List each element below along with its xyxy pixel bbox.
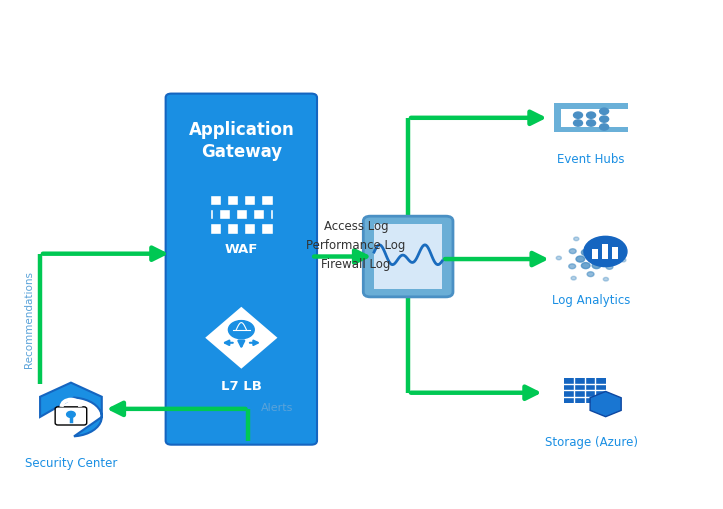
Bar	[612, 248, 618, 259]
Bar	[244, 224, 255, 234]
Bar	[564, 378, 606, 403]
FancyBboxPatch shape	[166, 94, 317, 445]
Circle shape	[569, 264, 576, 269]
Circle shape	[556, 257, 562, 260]
Circle shape	[581, 250, 590, 256]
Circle shape	[587, 272, 594, 277]
Text: Application
Gateway: Application Gateway	[189, 121, 294, 160]
Bar	[261, 224, 273, 234]
Bar	[554, 128, 628, 133]
Bar	[210, 210, 213, 220]
Circle shape	[228, 321, 254, 339]
Bar	[244, 195, 255, 206]
Circle shape	[606, 239, 611, 242]
Text: WAF: WAF	[225, 242, 258, 256]
Circle shape	[67, 412, 75, 417]
Circle shape	[569, 249, 576, 254]
Circle shape	[573, 113, 583, 119]
Bar	[261, 195, 273, 206]
Circle shape	[606, 265, 613, 270]
Bar	[554, 104, 561, 128]
Bar	[210, 195, 221, 206]
Circle shape	[592, 250, 601, 256]
Circle shape	[599, 109, 609, 115]
Circle shape	[603, 278, 609, 281]
Circle shape	[584, 237, 627, 267]
Circle shape	[581, 263, 590, 269]
Text: Security Center: Security Center	[25, 456, 117, 469]
Circle shape	[586, 121, 596, 127]
Bar	[210, 224, 221, 234]
Circle shape	[586, 113, 596, 119]
Circle shape	[621, 259, 626, 263]
Bar	[227, 195, 239, 206]
Text: Access Log
Performance Log
Firewall Log: Access Log Performance Log Firewall Log	[307, 219, 406, 270]
Bar	[236, 210, 247, 220]
Polygon shape	[40, 383, 102, 437]
FancyBboxPatch shape	[55, 407, 87, 425]
Circle shape	[599, 125, 609, 131]
Polygon shape	[203, 305, 280, 371]
Polygon shape	[590, 392, 621, 417]
Bar	[374, 224, 442, 290]
Bar	[227, 224, 239, 234]
Bar	[253, 210, 264, 220]
Circle shape	[573, 121, 583, 127]
Text: Event Hubs: Event Hubs	[557, 153, 625, 166]
Text: Storage (Azure): Storage (Azure)	[544, 435, 638, 448]
Bar	[592, 250, 598, 259]
Text: Recommendations: Recommendations	[25, 271, 34, 367]
Bar	[218, 210, 230, 220]
Circle shape	[597, 257, 606, 263]
Bar	[554, 104, 628, 109]
Circle shape	[599, 117, 609, 123]
Circle shape	[607, 250, 613, 254]
Circle shape	[588, 242, 595, 247]
Bar	[270, 210, 273, 220]
Bar	[602, 245, 608, 259]
Circle shape	[592, 263, 601, 269]
Circle shape	[573, 238, 579, 241]
Circle shape	[576, 257, 585, 263]
Text: L7 LB: L7 LB	[221, 379, 262, 392]
Circle shape	[571, 277, 576, 280]
Text: Alerts: Alerts	[261, 402, 294, 412]
Text: Log Analytics: Log Analytics	[552, 294, 630, 307]
FancyBboxPatch shape	[363, 217, 453, 297]
